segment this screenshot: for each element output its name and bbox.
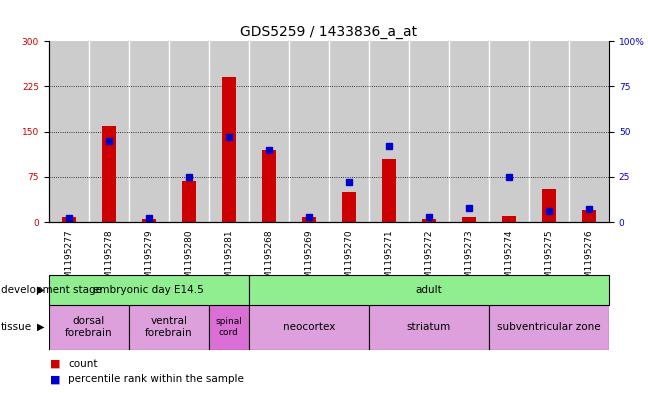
Text: development stage: development stage: [1, 285, 102, 295]
Bar: [249, 275, 609, 305]
Bar: [209, 305, 249, 350]
Bar: [249, 41, 289, 222]
Bar: [369, 305, 489, 350]
Bar: [489, 305, 609, 350]
Bar: [249, 305, 369, 350]
Bar: [62, 217, 76, 222]
Text: tissue: tissue: [1, 322, 32, 332]
Bar: [542, 189, 556, 222]
Text: ■: ■: [50, 374, 60, 384]
Bar: [489, 41, 529, 222]
Bar: [262, 150, 276, 222]
Bar: [49, 305, 129, 350]
Text: adult: adult: [415, 285, 443, 295]
Bar: [129, 305, 209, 350]
Text: ventral
forebrain: ventral forebrain: [145, 316, 192, 338]
Bar: [342, 192, 356, 222]
Bar: [209, 41, 249, 222]
Bar: [382, 159, 396, 222]
Bar: [582, 210, 596, 222]
Bar: [181, 181, 196, 222]
Bar: [49, 41, 89, 222]
Text: ▶: ▶: [37, 322, 45, 332]
Bar: [462, 217, 476, 222]
Text: percentile rank within the sample: percentile rank within the sample: [68, 374, 244, 384]
Text: neocortex: neocortex: [283, 322, 335, 332]
Bar: [89, 41, 129, 222]
Text: embryonic day E14.5: embryonic day E14.5: [93, 285, 204, 295]
Bar: [422, 219, 436, 222]
Bar: [142, 219, 156, 222]
Bar: [129, 41, 168, 222]
Bar: [49, 275, 249, 305]
Bar: [302, 217, 316, 222]
Text: subventricular zone: subventricular zone: [497, 322, 601, 332]
Title: GDS5259 / 1433836_a_at: GDS5259 / 1433836_a_at: [240, 25, 417, 39]
Bar: [409, 41, 449, 222]
Text: striatum: striatum: [407, 322, 451, 332]
Text: spinal
cord: spinal cord: [215, 318, 242, 337]
Text: ▶: ▶: [37, 285, 45, 295]
Bar: [102, 126, 115, 222]
Bar: [569, 41, 609, 222]
Bar: [168, 41, 209, 222]
Bar: [329, 41, 369, 222]
Bar: [529, 41, 569, 222]
Bar: [449, 41, 489, 222]
Bar: [502, 216, 516, 222]
Text: dorsal
forebrain: dorsal forebrain: [65, 316, 113, 338]
Bar: [369, 41, 409, 222]
Bar: [289, 41, 329, 222]
Text: count: count: [68, 358, 98, 369]
Text: ■: ■: [50, 358, 60, 369]
Bar: [222, 77, 236, 222]
